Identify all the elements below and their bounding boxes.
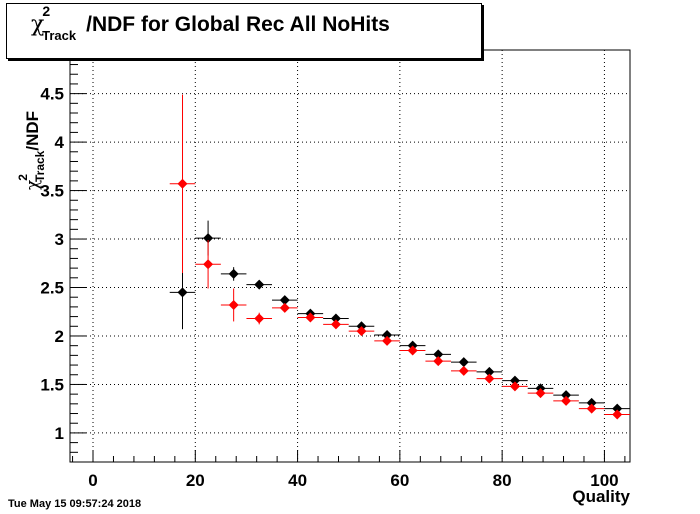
x-tick-label: 100 bbox=[590, 471, 618, 490]
data-point bbox=[382, 335, 393, 346]
y-tick-label: 4 bbox=[55, 133, 65, 152]
data-point bbox=[509, 375, 520, 386]
x-tick-label: 80 bbox=[493, 471, 512, 490]
data-point bbox=[458, 365, 469, 376]
x-tick-label: 0 bbox=[88, 471, 97, 490]
y-tick-label: 3.5 bbox=[40, 182, 64, 201]
data-point bbox=[305, 312, 316, 323]
data-point bbox=[356, 326, 367, 337]
data-point bbox=[458, 357, 469, 368]
y-axis-label-symbol: χ bbox=[23, 180, 43, 190]
y-tick-label: 3 bbox=[55, 230, 64, 249]
title-superscript: 2 bbox=[42, 3, 51, 19]
y-tick-label: 2.5 bbox=[40, 279, 64, 298]
data-point bbox=[228, 268, 239, 279]
x-tick-label: 60 bbox=[390, 471, 409, 490]
data-point bbox=[612, 409, 623, 420]
data-point bbox=[586, 397, 597, 408]
data-point bbox=[330, 313, 341, 324]
data-point bbox=[407, 345, 418, 356]
chart-title-box: χ2 Track/NDF for Global Rec All NoHits bbox=[6, 3, 482, 59]
grid bbox=[70, 50, 630, 462]
y-tick-label: 1 bbox=[55, 424, 64, 443]
data-point bbox=[203, 233, 214, 244]
data-point bbox=[561, 390, 572, 401]
plot-frame bbox=[69, 49, 631, 463]
title-subscript: Track bbox=[42, 28, 77, 43]
data-point bbox=[279, 302, 290, 313]
data-point bbox=[254, 279, 265, 290]
data-point bbox=[254, 313, 265, 324]
svg-text:χ2Track/NDF: χ2 Track/NDF bbox=[16, 111, 47, 190]
series-layer bbox=[169, 94, 630, 420]
data-point bbox=[177, 287, 188, 298]
data-point bbox=[484, 366, 495, 377]
y-tick-label: 4.5 bbox=[40, 85, 64, 104]
data-point bbox=[484, 373, 495, 384]
y-axis-label-sub: Track bbox=[33, 150, 47, 182]
data-point bbox=[612, 403, 623, 414]
data-point bbox=[228, 299, 239, 310]
data-point bbox=[586, 403, 597, 414]
data-point bbox=[433, 356, 444, 367]
tick-labels: 0 20 40 60 80 100 1 1.5 2 2.5 3 3.5 4 4.5 bbox=[40, 85, 618, 490]
series-1 bbox=[169, 94, 630, 420]
data-point bbox=[177, 178, 188, 189]
x-tick-label: 40 bbox=[288, 471, 307, 490]
x-axis-label: Quality bbox=[572, 487, 630, 506]
y-tick-label: 2 bbox=[55, 327, 64, 346]
y-axis-label-sup: 2 bbox=[16, 174, 30, 181]
title-text-main: /NDF for Global Rec All NoHits bbox=[86, 13, 390, 36]
x-tick-label: 20 bbox=[186, 471, 205, 490]
y-axis-label-text: /NDF bbox=[23, 111, 42, 151]
data-point bbox=[433, 349, 444, 360]
data-point bbox=[279, 295, 290, 306]
data-point bbox=[330, 319, 341, 330]
data-point bbox=[382, 330, 393, 341]
title-symbol: χ bbox=[31, 12, 45, 37]
chart-title: χ2 Track/NDF for Global Rec All NoHits bbox=[31, 3, 390, 43]
y-tick-label: 1.5 bbox=[40, 375, 64, 394]
data-point bbox=[561, 395, 572, 406]
data-point bbox=[509, 381, 520, 392]
data-point bbox=[203, 259, 214, 270]
timestamp-label: Tue May 15 09:57:24 2018 bbox=[8, 498, 142, 510]
y-axis-label: χ2 Track/NDF bbox=[16, 111, 47, 190]
data-point bbox=[535, 388, 546, 399]
